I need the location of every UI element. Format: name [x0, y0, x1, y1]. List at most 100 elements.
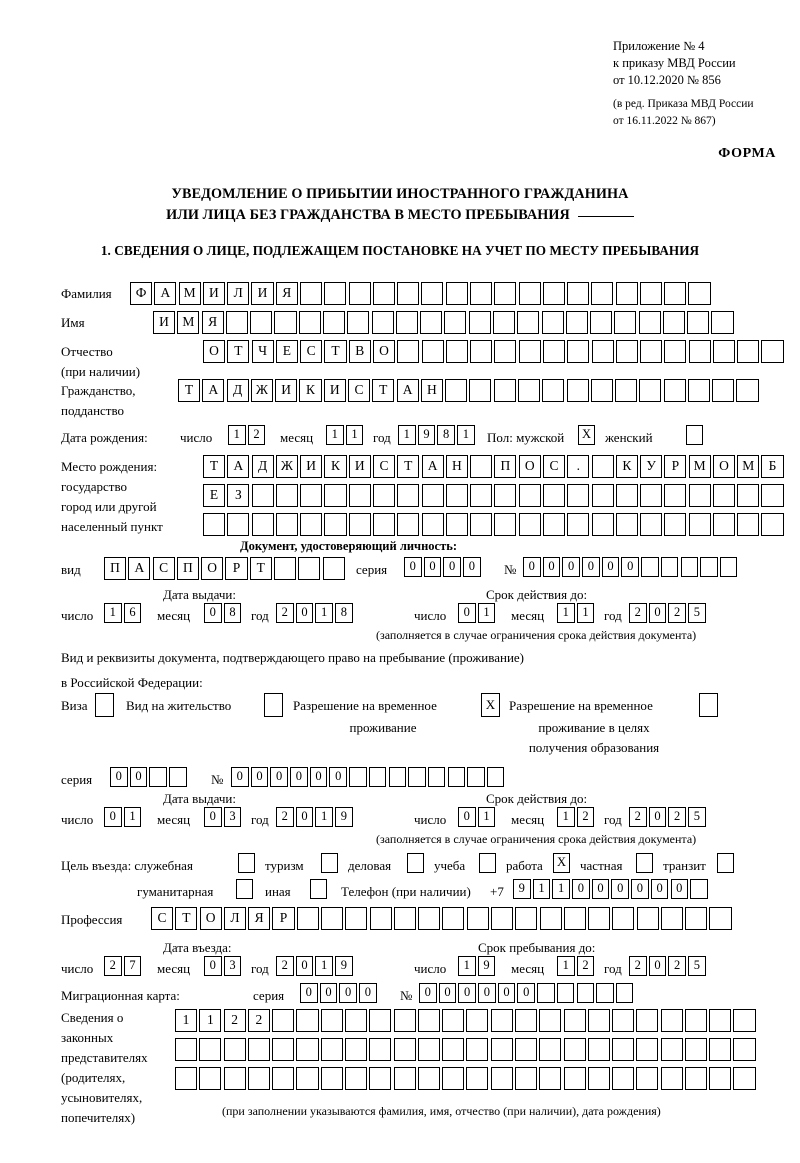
- grid-cell[interactable]: [299, 282, 323, 305]
- grid-cell[interactable]: [369, 907, 392, 930]
- grid-cell[interactable]: И: [275, 379, 298, 402]
- grid-cell[interactable]: [445, 484, 468, 507]
- grid-cell[interactable]: О: [372, 340, 396, 363]
- grid-cell[interactable]: [445, 282, 468, 305]
- grid-cell[interactable]: [662, 311, 685, 334]
- grid-cell[interactable]: 1: [345, 425, 364, 445]
- grid-cell[interactable]: П: [104, 557, 127, 580]
- grid-cell[interactable]: 5: [688, 956, 706, 976]
- grid-cell[interactable]: О: [201, 557, 224, 580]
- grid-cell[interactable]: 5: [688, 603, 706, 623]
- grid-cell[interactable]: [539, 907, 562, 930]
- grid-cell[interactable]: [251, 513, 274, 536]
- grid-cell[interactable]: [493, 379, 516, 402]
- grid-cell[interactable]: В: [348, 340, 371, 363]
- grid-cell[interactable]: [680, 557, 698, 577]
- grid-cell[interactable]: [444, 311, 467, 334]
- grid-cell[interactable]: И: [300, 455, 323, 478]
- grid-cell[interactable]: [590, 379, 613, 402]
- grid-cell[interactable]: [320, 1009, 343, 1032]
- grid-cell[interactable]: [563, 1067, 586, 1090]
- grid-cell[interactable]: [421, 484, 444, 507]
- grid-cell[interactable]: [684, 1009, 707, 1032]
- grid-cell[interactable]: [636, 1067, 659, 1090]
- grid-cell[interactable]: 5: [688, 807, 706, 827]
- grid-cell[interactable]: [664, 484, 687, 507]
- grid-cell[interactable]: [490, 1009, 513, 1032]
- grid-cell[interactable]: [688, 340, 711, 363]
- grid-cell[interactable]: 0: [290, 767, 308, 787]
- grid-cell[interactable]: 2: [223, 1009, 246, 1032]
- grid-cell[interactable]: А: [421, 455, 444, 478]
- grid-cell[interactable]: И: [153, 311, 176, 334]
- grid-cell[interactable]: [712, 379, 735, 402]
- grid-cell[interactable]: 1: [477, 807, 496, 827]
- grid-cell[interactable]: [684, 1067, 707, 1090]
- grid-cell[interactable]: [225, 311, 248, 334]
- grid-cell[interactable]: [408, 767, 426, 787]
- grid-cell[interactable]: 0: [497, 983, 516, 1003]
- grid-cell[interactable]: 0: [295, 807, 314, 827]
- grid-cell[interactable]: [368, 767, 387, 787]
- grid-cell[interactable]: [565, 311, 588, 334]
- grid-cell[interactable]: С: [152, 557, 175, 580]
- grid-cell[interactable]: .: [567, 455, 590, 478]
- grid-cell[interactable]: Т: [397, 455, 420, 478]
- grid-cell[interactable]: 1: [552, 879, 570, 899]
- grid-cell[interactable]: [615, 484, 638, 507]
- grid-cell[interactable]: [421, 340, 444, 363]
- grid-cell[interactable]: [539, 1038, 562, 1061]
- grid-cell[interactable]: [347, 311, 370, 334]
- grid-cell[interactable]: [442, 1038, 465, 1061]
- grid-cell[interactable]: [733, 1067, 756, 1090]
- grid-cell[interactable]: [324, 282, 347, 305]
- grid-cell[interactable]: [397, 340, 420, 363]
- grid-cell[interactable]: [466, 1067, 489, 1090]
- legal-rep-row-3-grid[interactable]: [175, 1067, 756, 1090]
- purpose-business-checkbox[interactable]: [407, 853, 424, 873]
- grid-cell[interactable]: Ж: [250, 379, 273, 402]
- grid-cell[interactable]: [149, 767, 167, 787]
- grid-cell[interactable]: [539, 1009, 562, 1032]
- grid-cell[interactable]: Т: [372, 379, 395, 402]
- grid-cell[interactable]: [371, 311, 394, 334]
- grid-cell[interactable]: [490, 1067, 513, 1090]
- grid-cell[interactable]: [518, 282, 541, 305]
- grid-cell[interactable]: [587, 1009, 610, 1032]
- grid-cell[interactable]: 0: [129, 767, 148, 787]
- grid-cell[interactable]: 0: [611, 879, 629, 899]
- grid-cell[interactable]: [468, 311, 491, 334]
- grid-cell[interactable]: Т: [249, 557, 272, 580]
- grid-cell[interactable]: [199, 1038, 222, 1061]
- grid-cell[interactable]: [421, 282, 444, 305]
- grid-cell[interactable]: [711, 311, 734, 334]
- grid-cell[interactable]: [296, 1009, 319, 1032]
- grid-cell[interactable]: [688, 484, 711, 507]
- grid-cell[interactable]: 0: [650, 879, 669, 899]
- grid-cell[interactable]: [567, 484, 590, 507]
- purpose-other-checkbox[interactable]: [310, 879, 327, 899]
- visa-checkbox[interactable]: [95, 693, 114, 717]
- grid-cell[interactable]: [321, 853, 338, 873]
- grid-cell[interactable]: [369, 1067, 392, 1090]
- grid-cell[interactable]: Б: [761, 455, 784, 478]
- grid-cell[interactable]: [272, 1009, 295, 1032]
- grid-cell[interactable]: 1: [576, 603, 595, 623]
- grid-cell[interactable]: [427, 767, 446, 787]
- grid-cell[interactable]: [397, 484, 420, 507]
- grid-cell[interactable]: 3: [223, 807, 242, 827]
- grid-cell[interactable]: [591, 484, 614, 507]
- grid-cell[interactable]: [733, 1009, 756, 1032]
- grid-cell[interactable]: 1: [199, 1009, 222, 1032]
- grid-cell[interactable]: [397, 513, 420, 536]
- grid-cell[interactable]: [660, 907, 683, 930]
- grid-cell[interactable]: 0: [204, 603, 222, 623]
